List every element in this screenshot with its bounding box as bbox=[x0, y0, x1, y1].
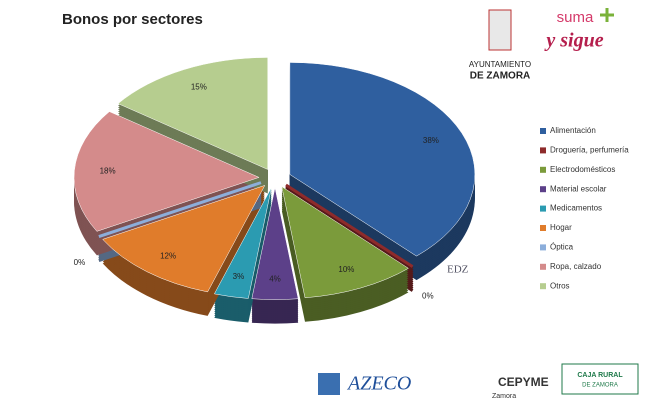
caja-logo bbox=[561, 363, 639, 395]
legend-label: Ropa, calzado bbox=[550, 262, 602, 271]
crest bbox=[488, 9, 512, 51]
pie: 38% 0% 10% 4% 3% 12% 0% 18% 15% bbox=[73, 57, 476, 324]
slice bbox=[281, 186, 409, 299]
data-label: 0% bbox=[422, 292, 434, 301]
data-label: 38% bbox=[423, 136, 439, 145]
legend-label: Otros bbox=[550, 281, 570, 290]
legend-label: Material escolar bbox=[550, 184, 607, 193]
legend-swatch bbox=[540, 128, 546, 134]
legend-label: Hogar bbox=[550, 223, 572, 232]
legend-label: Droguería, perfumería bbox=[550, 146, 629, 155]
sponsor-name: AZECO bbox=[346, 373, 411, 395]
data-label: 0% bbox=[74, 258, 86, 267]
data-label: 4% bbox=[269, 275, 281, 284]
legend: Alimentación Droguería, perfumería Electro… bbox=[540, 126, 629, 290]
legend-swatch bbox=[540, 263, 546, 270]
slice-side bbox=[285, 187, 414, 272]
council-name: DE ZAMORA bbox=[470, 71, 531, 82]
data-label: 15% bbox=[191, 83, 207, 92]
watermark: EDZ bbox=[447, 264, 469, 276]
campaign-logo: suma y sigue bbox=[544, 8, 614, 52]
legend-label: Alimentación bbox=[550, 126, 596, 135]
legend-swatch bbox=[540, 244, 546, 251]
sponsor-logos: AZECO CEPYME Zamora CAJA RURAL DE ZAMORA bbox=[318, 363, 639, 400]
data-label: 3% bbox=[233, 272, 245, 281]
council-logo: AYUNTAMIENTO DE ZAMORA bbox=[469, 9, 531, 82]
slice bbox=[102, 184, 266, 293]
slice bbox=[285, 183, 414, 268]
legend-swatch bbox=[540, 205, 546, 212]
sponsor-name: CAJA RURAL bbox=[577, 372, 623, 379]
data-label: 12% bbox=[160, 251, 176, 260]
council-name: AYUNTAMIENTO bbox=[469, 60, 531, 69]
data-label: 18% bbox=[100, 167, 116, 176]
slice bbox=[289, 62, 476, 257]
sponsor-name: Zamora bbox=[492, 393, 516, 400]
slice bbox=[251, 187, 299, 300]
campaign-text: suma bbox=[557, 9, 594, 26]
legend-swatch bbox=[540, 166, 546, 173]
slice bbox=[98, 181, 262, 239]
legend-swatch bbox=[540, 186, 546, 193]
legend-swatch bbox=[540, 147, 546, 154]
slice bbox=[117, 57, 268, 170]
legend-label: Óptica bbox=[550, 243, 574, 252]
campaign-text: y sigue bbox=[544, 30, 603, 52]
plus-icon bbox=[600, 8, 614, 22]
slice bbox=[213, 187, 272, 299]
legend-swatch bbox=[540, 225, 546, 231]
azeco-icon bbox=[318, 373, 340, 395]
sponsor-name: DE ZAMORA bbox=[582, 383, 618, 389]
chart-title: Bonos por sectores bbox=[62, 11, 203, 28]
legend-swatch bbox=[540, 283, 546, 290]
data-label: 10% bbox=[338, 265, 354, 274]
slice bbox=[73, 111, 260, 232]
legend-label: Electrodomésticos bbox=[550, 165, 615, 174]
slice-side bbox=[285, 185, 414, 270]
sponsor-name: CEPYME bbox=[498, 375, 549, 389]
legend-label: Medicamentos bbox=[550, 204, 602, 213]
